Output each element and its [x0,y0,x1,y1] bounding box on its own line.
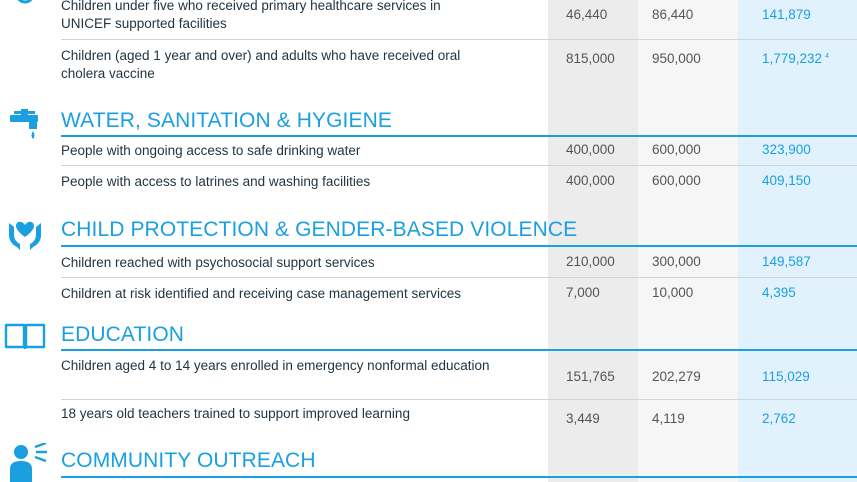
table-row: Children (aged 1 year and over) and adul… [61,47,857,89]
table-row: Children under five who received primary… [61,0,857,39]
row-label: People with ongoing access to safe drink… [61,143,361,158]
row-result: 115,029 [762,369,810,384]
row-label: Children aged 4 to 14 years enrolled in … [61,358,490,373]
row-target-a: 46,440 [566,7,608,22]
section-title-outreach: COMMUNITY OUTREACH [61,449,316,472]
table-row: Children at risk identified and receivin… [61,285,857,307]
result-column-bg [738,0,857,482]
row-target-b: 10,000 [652,285,694,300]
row-target-a: 400,000 [566,173,615,188]
section-title-wash: WATER, SANITATION & HYGIENE [61,109,392,132]
row-separator [61,399,857,400]
table-row: People with access to latrines and washi… [61,173,857,195]
row-result: 149,587 [762,254,811,269]
row-target-b: 86,440 [652,7,694,22]
section-title-education: EDUCATION [61,323,185,346]
table-row: People with ongoing access to safe drink… [61,142,857,164]
section-divider [61,135,857,137]
row-target-a: 815,000 [566,51,615,66]
row-target-a: 7,000 [566,285,600,300]
footnote-marker: 4 [825,52,829,60]
health-icon [17,0,33,4]
row-label: Children at risk identified and receivin… [61,286,461,301]
megaphone-person-icon [10,443,47,482]
row-target-a: 400,000 [566,142,615,157]
row-target-b: 950,000 [652,51,701,66]
row-target-b: 202,279 [652,369,701,384]
section-divider [61,476,857,478]
row-target-a: 151,765 [566,369,615,384]
table-row: 18 years old teachers trained to support… [61,405,857,431]
row-target-a: 210,000 [566,254,615,269]
row-result: 141,879 [762,7,811,22]
row-result: 1,779,232 4 [762,51,829,66]
row-target-a: 3,449 [566,411,600,426]
target-column-b-bg [638,0,738,482]
row-target-b: 4,119 [652,411,685,426]
row-label: Children under five who received primary… [61,0,441,31]
row-result: 2,762 [762,411,796,426]
row-separator [61,165,857,166]
hands-protection-icon [9,221,41,250]
row-label: People with access to latrines and washi… [61,174,371,189]
row-label: 18 years old teachers trained to support… [61,406,410,421]
row-result: 409,150 [762,173,811,188]
row-result: 4,395 [762,285,796,300]
table-row: Children aged 4 to 14 years enrolled in … [61,357,857,397]
row-result: 323,900 [762,142,811,157]
row-separator [61,39,857,40]
open-book-icon [4,323,46,350]
section-title-protection: CHILD PROTECTION & GENDER-BASED VIOLENCE [61,218,578,241]
target-column-a-bg [548,0,638,482]
table-row: Children reached with psychosocial suppo… [61,254,857,276]
section-divider [61,245,857,247]
row-target-b: 600,000 [652,173,701,188]
section-divider [61,349,857,351]
water-tap-icon [10,109,38,139]
row-target-b: 300,000 [652,254,701,269]
row-label: Children (aged 1 year and over) and adul… [61,48,461,81]
row-separator [61,277,857,278]
row-label: Children reached with psychosocial suppo… [61,255,375,270]
row-target-b: 600,000 [652,142,701,157]
